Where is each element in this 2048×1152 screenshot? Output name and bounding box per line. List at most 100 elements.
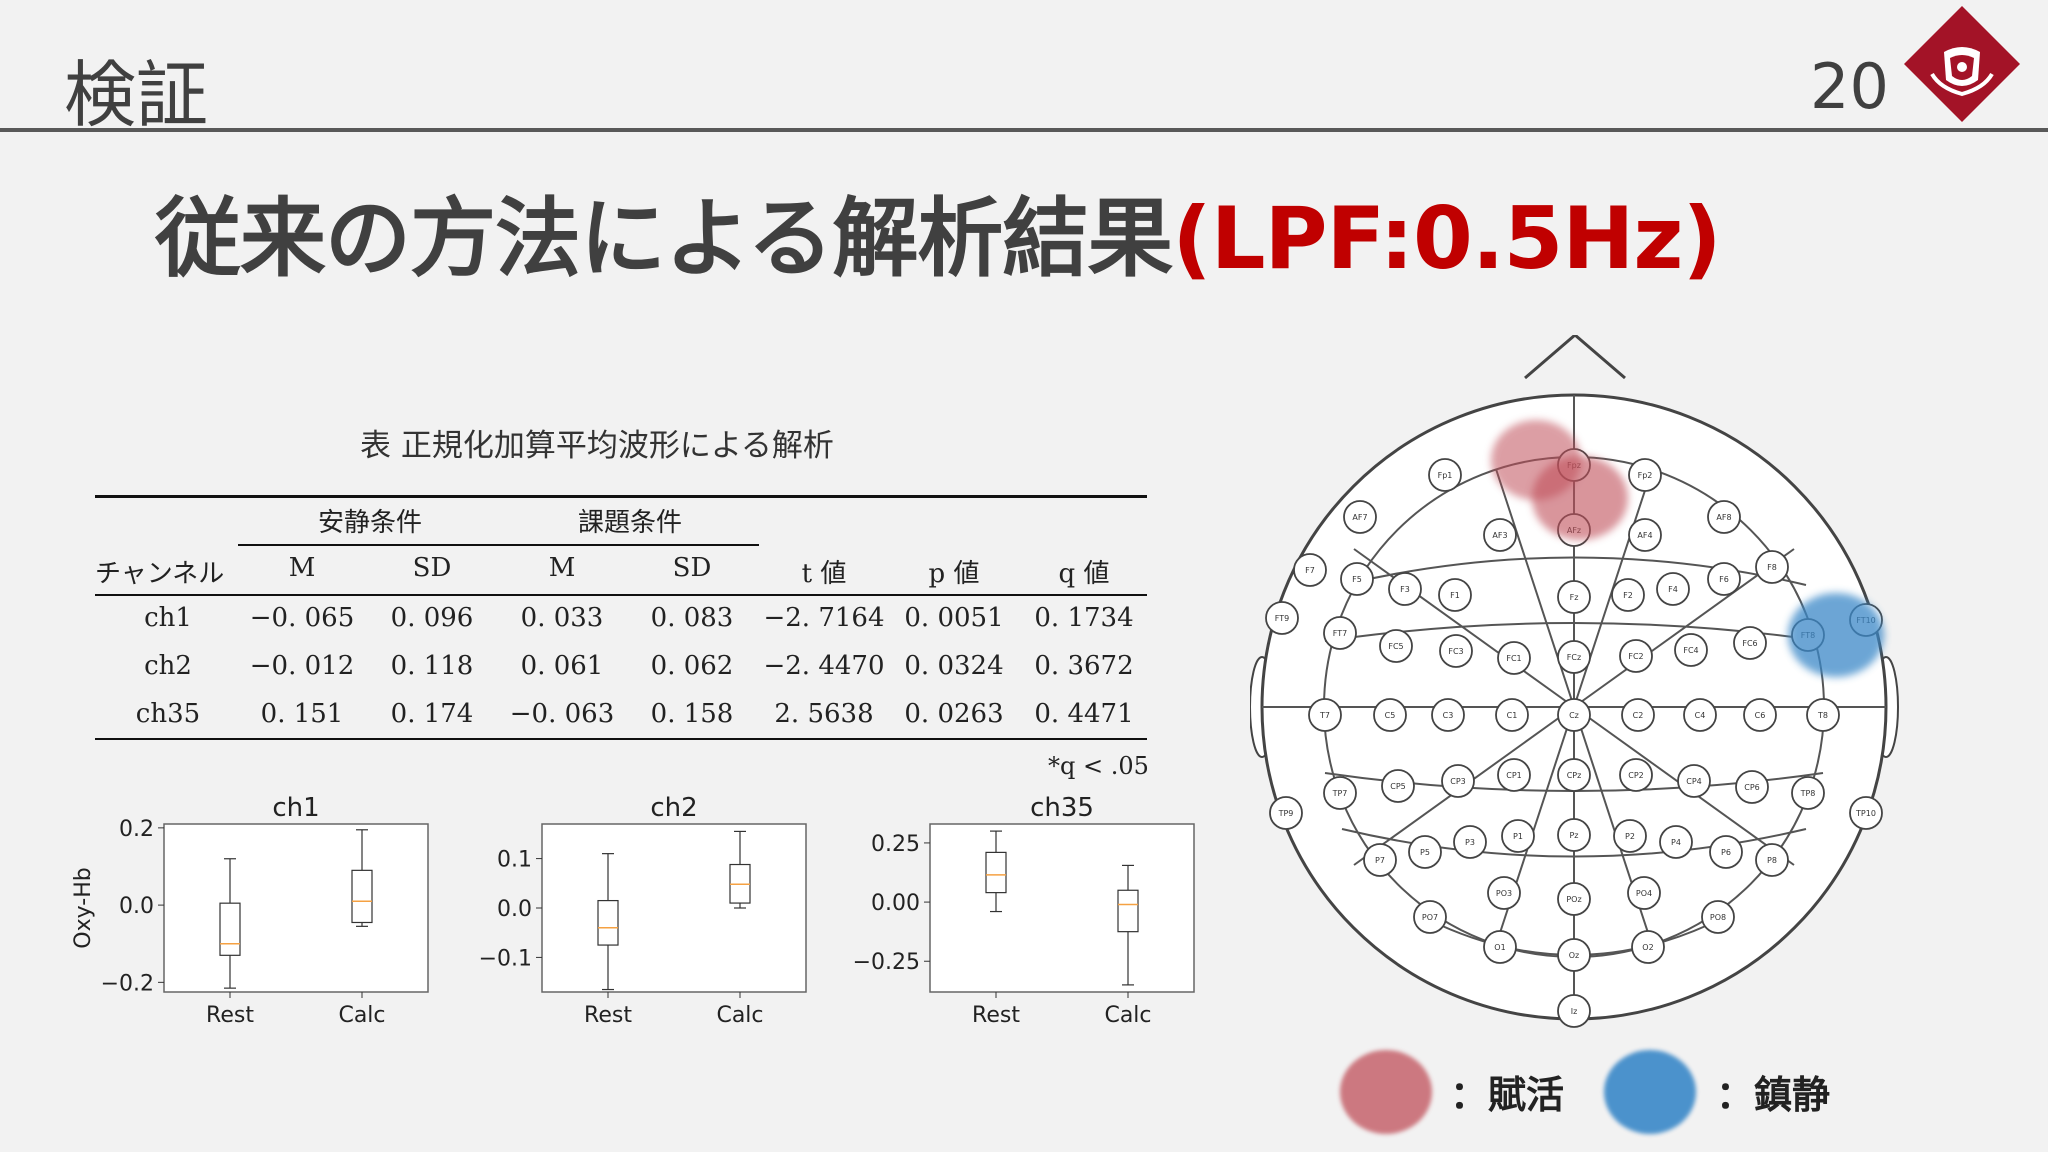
svg-text:FC1: FC1 <box>1506 654 1521 663</box>
electrode-node: POz <box>1557 882 1591 916</box>
electrode-node: F5 <box>1340 562 1374 596</box>
svg-text:POz: POz <box>1566 895 1581 904</box>
svg-text:P1: P1 <box>1513 832 1523 841</box>
table-cell: −0. 012 <box>249 651 355 681</box>
x-tick-label: Rest <box>584 1003 632 1028</box>
x-tick-label: Calc <box>338 1003 385 1028</box>
column-header: チャンネル <box>95 559 225 589</box>
electrode-node: P2 <box>1613 819 1647 853</box>
svg-text:T7: T7 <box>1319 711 1330 720</box>
electrode-node: C6 <box>1743 698 1777 732</box>
y-axis-label: Oxy-Hb <box>71 867 96 948</box>
electrode-node: FC5 <box>1379 629 1413 663</box>
y-tick-label: 0.0 <box>119 894 154 919</box>
electrode-node: CP3 <box>1441 764 1475 798</box>
svg-text:F3: F3 <box>1400 585 1410 594</box>
svg-text:FCz: FCz <box>1567 653 1581 662</box>
svg-text:F2: F2 <box>1623 591 1633 600</box>
svg-text:Iz: Iz <box>1571 1007 1578 1016</box>
svg-text:FC2: FC2 <box>1628 652 1643 661</box>
iqr-box <box>351 869 373 924</box>
svg-text:F1: F1 <box>1450 591 1460 600</box>
svg-text:P6: P6 <box>1721 848 1731 857</box>
electrode-node: T7 <box>1308 698 1342 732</box>
electrode-node: T8 <box>1806 698 1840 732</box>
svg-text:P8: P8 <box>1767 856 1777 865</box>
electrode-node: F8 <box>1755 550 1789 584</box>
table-cell: 2. 5638 <box>774 699 874 729</box>
svg-text:FC4: FC4 <box>1683 646 1698 655</box>
group-header-rest: 安静条件 <box>317 508 423 538</box>
electrode-node: FC4 <box>1674 633 1708 667</box>
svg-text:PO4: PO4 <box>1636 889 1652 898</box>
box-calc <box>1117 864 1139 986</box>
electrode-node: TP9 <box>1269 796 1303 830</box>
electrode-node: F7 <box>1293 553 1327 587</box>
electrode-node: Pz <box>1557 818 1591 852</box>
svg-text:FT9: FT9 <box>1275 614 1289 623</box>
electrode-node: P6 <box>1709 835 1743 869</box>
iqr-box <box>597 899 619 946</box>
electrode-node: P5 <box>1408 835 1442 869</box>
boxplot-ch2: ch2 0.1 0.0 −0.1 Rest Calc <box>440 788 820 1032</box>
electrode-node: P7 <box>1363 843 1397 877</box>
svg-text:AF3: AF3 <box>1492 531 1507 540</box>
electrode-node: Fp2 <box>1628 458 1662 492</box>
electrode-node: AF4 <box>1628 518 1662 552</box>
legend-sedation-swatch <box>1604 1050 1696 1134</box>
title-main: 従来の方法による解析結果 <box>155 189 1173 289</box>
table-cell: 0. 151 <box>260 699 344 729</box>
y-tick-label: 0.0 <box>497 897 532 922</box>
table-caption: 表 正規化加算平均波形による解析 <box>360 428 834 464</box>
svg-text:AF7: AF7 <box>1352 513 1367 522</box>
electrode-node: FT9 <box>1265 601 1299 635</box>
page-number: 20 <box>1810 50 1889 123</box>
svg-text:F7: F7 <box>1305 566 1315 575</box>
x-tick-label: Rest <box>972 1003 1020 1028</box>
plot-title: ch35 <box>1030 793 1094 823</box>
electrode-node: CP4 <box>1677 764 1711 798</box>
svg-text:Fp1: Fp1 <box>1438 471 1453 480</box>
svg-text:P4: P4 <box>1671 838 1681 847</box>
table-cell: 0. 096 <box>390 603 474 633</box>
svg-text:C2: C2 <box>1633 711 1644 720</box>
plot-axes <box>929 823 1195 993</box>
column-header: M <box>288 553 316 583</box>
table-cell: −0. 063 <box>509 699 615 729</box>
boxplot-ch1: ch1 0.2 0.0 −0.2 Oxy-Hb Rest Calc <box>60 788 440 1032</box>
y-tick-label: −0.25 <box>853 950 920 975</box>
svg-text:CP6: CP6 <box>1744 783 1760 792</box>
legend-activation-label: ：賦活 <box>1450 1073 1565 1117</box>
table-cell: 0. 061 <box>520 651 604 681</box>
svg-text:P2: P2 <box>1625 832 1635 841</box>
svg-text:CP2: CP2 <box>1628 771 1644 780</box>
svg-text:C6: C6 <box>1755 711 1766 720</box>
svg-text:C5: C5 <box>1385 711 1396 720</box>
svg-text:CP3: CP3 <box>1450 777 1466 786</box>
group-header-task: 課題条件 <box>577 508 683 538</box>
iqr-box <box>985 851 1007 894</box>
electrode-node: Cz <box>1557 698 1591 732</box>
x-tick-label: Calc <box>1104 1003 1151 1028</box>
electrode-node: O2 <box>1631 930 1665 964</box>
electrode-node: TP8 <box>1791 776 1825 810</box>
electrode-node: Oz <box>1557 938 1591 972</box>
header-bottom-rule <box>95 594 1147 596</box>
sedation-blob <box>1788 593 1884 677</box>
electrode-node: P1 <box>1501 819 1535 853</box>
table-cell: 0. 1734 <box>1034 603 1134 633</box>
svg-text:P3: P3 <box>1465 838 1475 847</box>
x-tick-label: Calc <box>716 1003 763 1028</box>
column-header: t 値 <box>801 559 847 589</box>
table-cell: 0. 083 <box>650 603 734 633</box>
electrode-node: FC3 <box>1439 634 1473 668</box>
electrode-node: C3 <box>1431 698 1465 732</box>
electrode-node: Fz <box>1557 580 1591 614</box>
electrode-node: TP7 <box>1323 776 1357 810</box>
svg-text:F6: F6 <box>1719 575 1729 584</box>
table-cell: 0. 4471 <box>1034 699 1134 729</box>
svg-text:P5: P5 <box>1420 848 1430 857</box>
svg-text:FT7: FT7 <box>1333 629 1347 638</box>
svg-text:F8: F8 <box>1767 563 1777 572</box>
electrode-node: AF7 <box>1343 500 1377 534</box>
